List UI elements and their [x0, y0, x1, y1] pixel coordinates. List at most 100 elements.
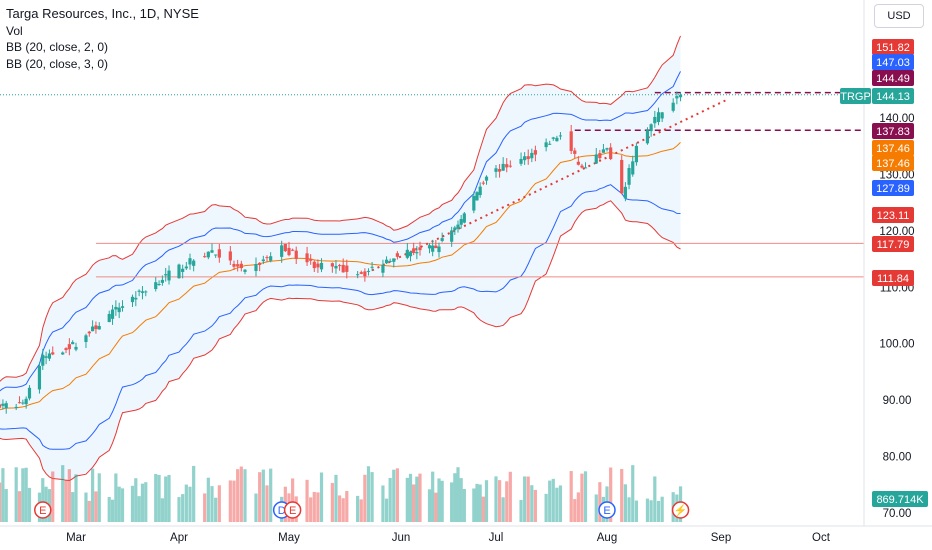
indicator-bb-2[interactable]: BB (20, close, 2, 0): [6, 40, 109, 54]
candle-body: [254, 264, 258, 272]
candle-body: [558, 135, 563, 137]
candle-body: [583, 167, 588, 169]
candle-body: [580, 165, 584, 168]
volume-bar: [370, 472, 374, 522]
candle-body: [634, 145, 639, 163]
candle-body: [645, 130, 650, 144]
volume-bar: [84, 492, 88, 522]
volume-bar: [305, 479, 309, 522]
volume-bar: [334, 474, 338, 522]
volume-bar: [14, 467, 18, 522]
candle-body: [478, 186, 482, 196]
volume-bar: [459, 478, 463, 522]
candle-body: [319, 262, 324, 270]
bb2-lower-line: [0, 184, 681, 450]
volume-bar: [137, 496, 141, 522]
symbol-title[interactable]: Targa Resources, Inc., 1D, NYSE: [6, 6, 199, 21]
y-tick-label: 120.00: [879, 226, 914, 238]
volume-bar: [140, 483, 145, 522]
candle-body: [74, 346, 78, 350]
candle-body: [370, 266, 374, 268]
indicator-vol[interactable]: Vol: [6, 23, 23, 38]
volume-bar: [27, 487, 32, 522]
volume-bar: [164, 476, 168, 522]
volume-bar: [91, 468, 95, 522]
volume-bar: [117, 486, 121, 522]
volume-bar: [206, 477, 210, 522]
event-marker-earnings[interactable]: E: [34, 501, 52, 519]
price-badge-value: 111.84: [877, 273, 909, 285]
time-axis[interactable]: Mar Apr May Jun Jul Aug Sep Oct: [66, 532, 831, 544]
event-markers[interactable]: E D E E ⚡: [34, 501, 690, 519]
volume-bar: [627, 497, 631, 522]
volume-bar: [214, 497, 218, 522]
volume-bar: [530, 485, 534, 522]
event-marker-earnings[interactable]: E: [598, 501, 616, 519]
volume-bar: [519, 499, 523, 522]
candle-body: [631, 161, 635, 175]
volume-bar: [631, 465, 635, 522]
candle-body: [117, 307, 121, 313]
volume-bar: [583, 471, 588, 522]
volume-bar: [345, 491, 349, 522]
volume-bar: [261, 469, 265, 522]
volume-bar: [144, 482, 148, 522]
candle-body: [228, 251, 232, 261]
event-marker-earnings[interactable]: E: [283, 501, 302, 519]
candle-body: [144, 291, 148, 293]
volume-bar: [497, 480, 502, 522]
y-tick-label: 70.00: [883, 508, 912, 520]
candle-body: [114, 307, 118, 310]
price-badge-bb2-upper: 147.03: [872, 54, 914, 70]
indicator-bb-3[interactable]: BB (20, close, 3, 0): [6, 56, 109, 71]
volume-bar: [526, 476, 530, 522]
event-marker-news[interactable]: ⚡: [671, 501, 690, 519]
volume-bar: [431, 471, 435, 522]
event-marker-label: E: [603, 505, 610, 517]
candle-body: [533, 150, 537, 155]
candle-body: [671, 102, 675, 111]
event-marker-label: ⚡: [674, 504, 688, 517]
volume-bar: [478, 484, 482, 522]
y-tick-label: 80.00: [883, 452, 912, 464]
volume-bar: [258, 472, 262, 522]
volume-bar: [418, 473, 422, 522]
volume-bar: [656, 500, 661, 522]
volume-bar: [505, 481, 509, 522]
candle-body: [437, 246, 441, 253]
volume-bar: [309, 497, 313, 522]
volume-bar: [17, 491, 22, 522]
candle-body: [415, 252, 419, 254]
price-badge-value: 117.79: [877, 239, 910, 251]
volume-bar: [181, 494, 185, 522]
volume-bar: [359, 499, 363, 522]
volume-bar: [312, 491, 316, 522]
candle-body: [203, 256, 207, 258]
candle-body: [27, 387, 32, 399]
volume-bar: [415, 476, 419, 522]
volume-bar: [392, 469, 396, 522]
candle-body: [418, 247, 422, 251]
price-badge-last: 144.13 TRGP: [840, 88, 914, 104]
volume-bar: [551, 478, 555, 522]
candle-body: [309, 259, 313, 261]
price-badge-value: 127.89: [876, 183, 910, 195]
volume-bar: [254, 493, 258, 522]
volume-bar: [366, 466, 371, 522]
price-badge-bb-mid-b: 137.46: [872, 155, 914, 171]
volume-bar: [533, 489, 537, 522]
price-axis[interactable]: 70.0080.0090.00100.00110.00120.00130.001…: [879, 113, 914, 520]
currency-button[interactable]: USD: [874, 4, 924, 28]
volume-bar: [94, 491, 98, 522]
candle-body: [160, 279, 164, 283]
volume-bar: [74, 474, 78, 522]
bb3-upper-line: [0, 35, 681, 382]
candle-body: [283, 243, 287, 252]
volume-bar: [107, 497, 111, 522]
volume-bar: [330, 482, 334, 522]
candle-body: [366, 270, 371, 272]
volume-bar: [609, 467, 613, 522]
bb2-upper-line: [0, 71, 681, 392]
volume-bar: [462, 488, 466, 522]
